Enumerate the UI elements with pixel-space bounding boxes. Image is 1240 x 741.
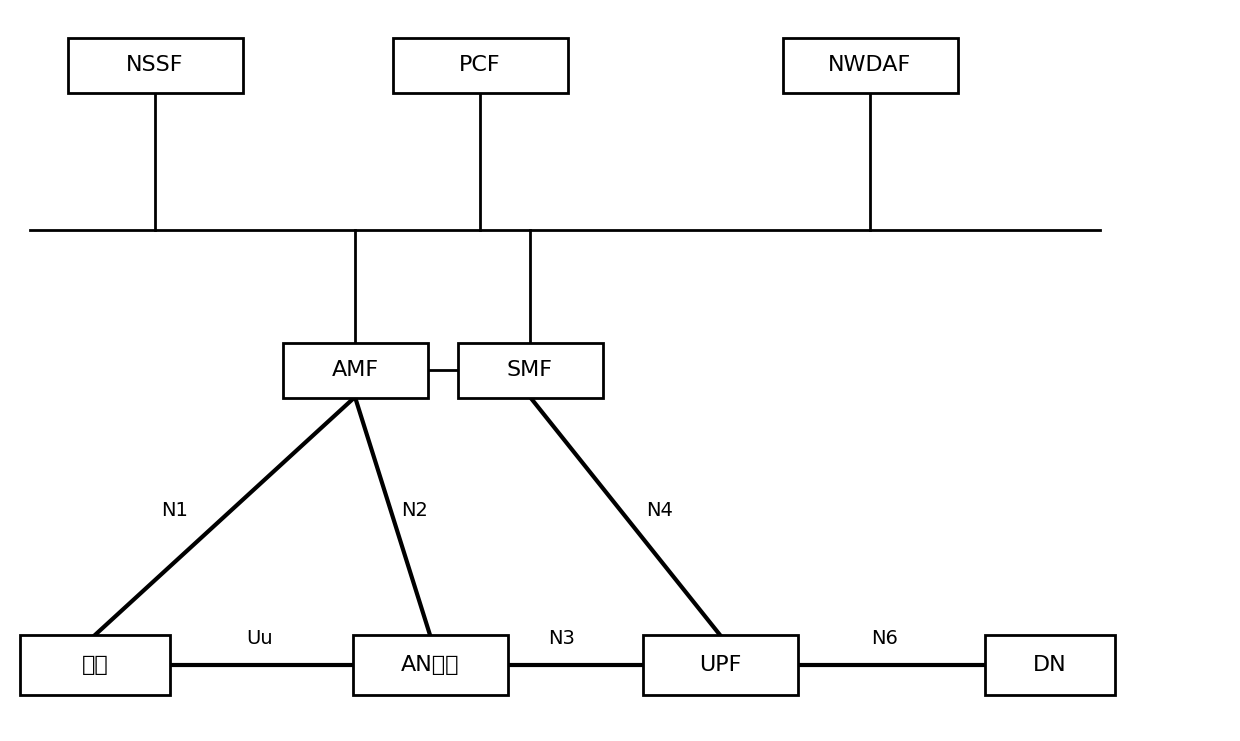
Bar <box>642 635 797 695</box>
Bar <box>782 38 957 93</box>
Bar <box>458 342 603 397</box>
Text: N2: N2 <box>402 500 429 519</box>
Text: N3: N3 <box>548 628 575 648</box>
Text: 终端: 终端 <box>82 655 108 675</box>
Text: AMF: AMF <box>331 360 378 380</box>
Text: N4: N4 <box>646 500 673 519</box>
Text: Uu: Uu <box>247 628 273 648</box>
Text: AN设备: AN设备 <box>401 655 459 675</box>
Text: NWDAF: NWDAF <box>828 55 911 75</box>
Bar <box>393 38 568 93</box>
Text: N1: N1 <box>161 500 188 519</box>
Text: UPF: UPF <box>699 655 742 675</box>
Text: N6: N6 <box>872 628 899 648</box>
Bar <box>283 342 428 397</box>
Text: PCF: PCF <box>459 55 501 75</box>
Bar <box>20 635 170 695</box>
Text: NSSF: NSSF <box>126 55 184 75</box>
Text: DN: DN <box>1033 655 1066 675</box>
Bar <box>985 635 1115 695</box>
Bar <box>352 635 507 695</box>
Bar <box>67 38 243 93</box>
Text: SMF: SMF <box>507 360 553 380</box>
